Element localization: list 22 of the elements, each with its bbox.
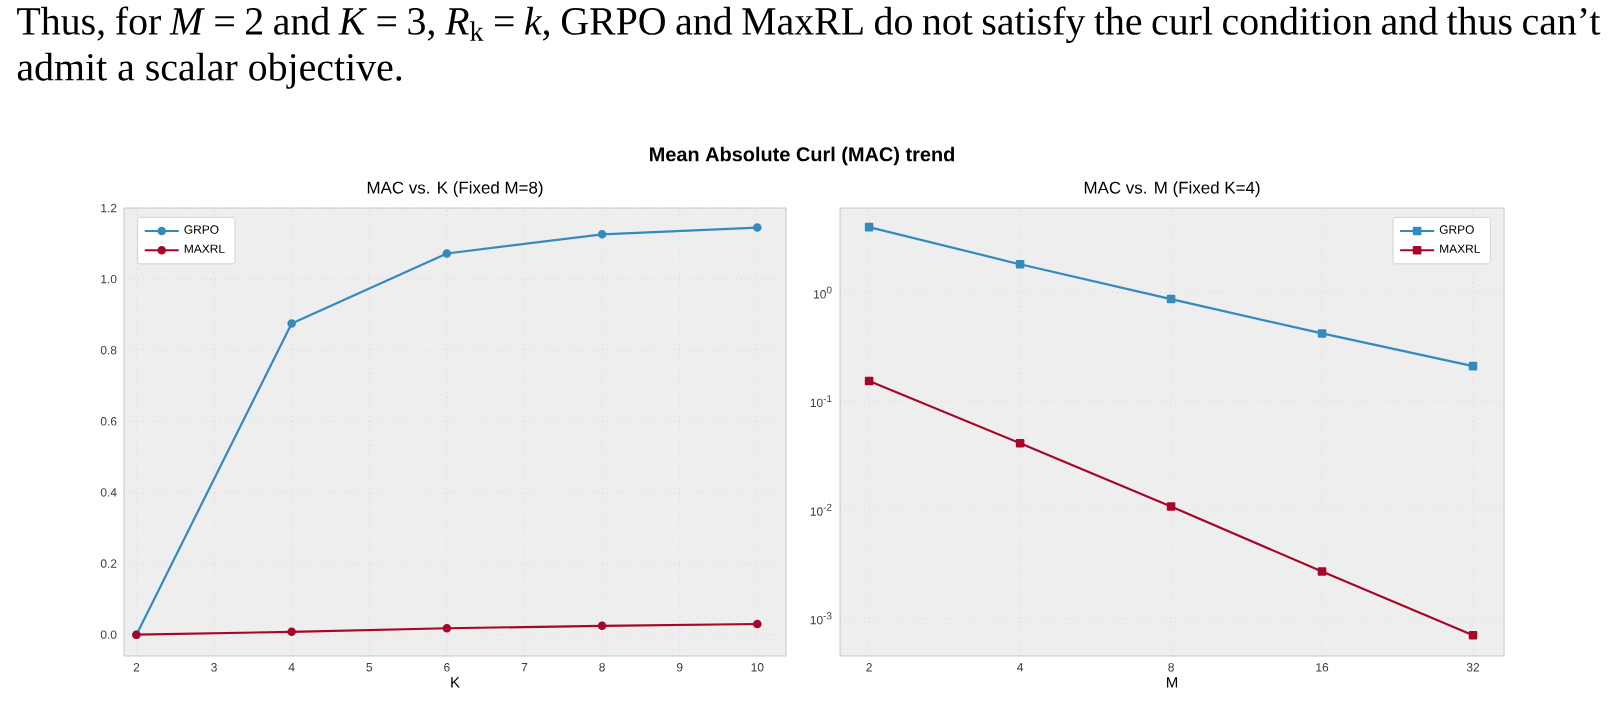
point — [1468, 361, 1478, 371]
point — [753, 619, 762, 629]
point — [1015, 438, 1025, 448]
point — [1166, 294, 1176, 304]
point — [1317, 567, 1327, 576]
chart-title: MAC vs. K (Fixed M=8) — [367, 181, 543, 197]
point — [597, 230, 607, 239]
point — [287, 319, 296, 328]
point — [287, 627, 296, 637]
point — [1166, 502, 1176, 511]
point — [864, 376, 874, 386]
point — [442, 249, 452, 258]
chart-title: MAC vs. M (Fixed K=4) — [1084, 181, 1260, 197]
point — [753, 223, 762, 232]
text: Thus, for M = 2 and K = 3, R$_{k}$ = k, GRPO and MaxRL do not satisfy the curl condition and thus can’t admit a scalar objective. — [17, 6, 1601, 89]
point — [864, 222, 874, 232]
point — [1317, 329, 1327, 338]
point — [442, 623, 452, 633]
point — [1468, 630, 1478, 640]
text: Mean Absolute Curl (MAC) trend — [650, 146, 955, 166]
point — [1015, 259, 1025, 269]
point — [597, 621, 607, 631]
